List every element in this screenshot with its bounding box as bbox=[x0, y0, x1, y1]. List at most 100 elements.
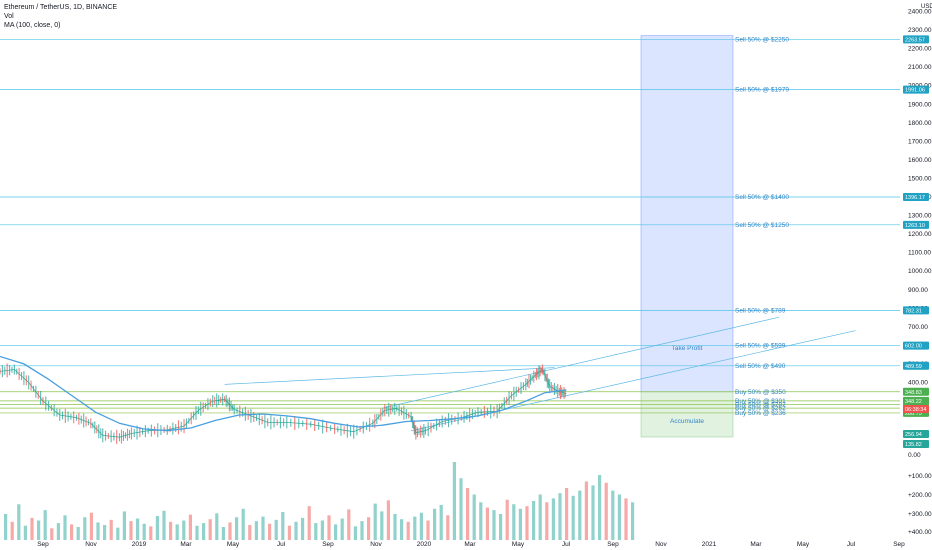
volume-bar bbox=[155, 515, 159, 540]
volume-bar bbox=[228, 522, 232, 540]
time-tick-label: Sep bbox=[893, 541, 905, 548]
volume-bar bbox=[103, 525, 107, 540]
zone-accumulate bbox=[640, 391, 734, 438]
symbol-title[interactable]: Ethereum / TetherUS, 1D, BINANCE bbox=[4, 4, 118, 11]
volume-bar bbox=[466, 488, 470, 540]
volume-bar bbox=[215, 513, 219, 540]
volume-bar bbox=[353, 526, 357, 540]
volume-bar bbox=[314, 523, 318, 540]
volume-bar bbox=[175, 524, 179, 540]
moving-average-label[interactable]: MA (100, close, 0) bbox=[4, 22, 61, 29]
level-badge-bg bbox=[903, 387, 929, 396]
price-tick-label: 1600.00 bbox=[908, 157, 932, 164]
level-label: Sell 50% @ $490 bbox=[735, 363, 786, 370]
volume-bar bbox=[149, 526, 153, 540]
volume-bar bbox=[109, 519, 113, 540]
time-tick-label: Mar bbox=[750, 541, 762, 548]
volume-bar bbox=[320, 520, 324, 540]
time-tick-label: May bbox=[512, 541, 525, 548]
volume-bar bbox=[76, 527, 80, 540]
time-tick-label: Sep bbox=[37, 541, 49, 548]
volume-bar bbox=[10, 521, 14, 540]
volume-bar bbox=[452, 462, 456, 540]
volume-bar bbox=[281, 512, 285, 540]
zone-label-accumulate: Accumulate bbox=[670, 418, 704, 425]
level-badge-bg bbox=[903, 220, 929, 229]
volume-bar bbox=[459, 478, 463, 540]
volume-bar bbox=[30, 517, 34, 540]
volume-bar bbox=[327, 515, 331, 540]
volume-bar bbox=[485, 507, 489, 540]
price-tick-label: 1200.00 bbox=[908, 231, 932, 238]
volume-bar bbox=[202, 523, 206, 540]
volume-bar bbox=[347, 509, 351, 540]
level-badge: 1396.17 bbox=[905, 195, 925, 201]
time-tick-label: 2021 bbox=[702, 541, 717, 548]
volume-bar bbox=[235, 517, 239, 540]
volume-bar bbox=[254, 521, 258, 540]
price-tick-label: 2100.00 bbox=[908, 64, 932, 71]
volume-bar bbox=[142, 523, 146, 540]
level-badge: 1263.10 bbox=[905, 223, 925, 229]
volume-bar bbox=[604, 482, 608, 540]
time-tick-label: 2020 bbox=[417, 541, 432, 548]
level-badge: 348.22 bbox=[905, 399, 922, 405]
level-badge-bg bbox=[903, 396, 929, 405]
price-badge-bg bbox=[903, 405, 929, 413]
price-tick-label: 700.00 bbox=[908, 324, 928, 331]
volume-bar bbox=[433, 508, 437, 540]
volume-bar bbox=[96, 522, 100, 540]
price-tick-label: 1900.00 bbox=[908, 101, 932, 108]
level-label: Sell 50% @ $789 bbox=[735, 307, 786, 314]
time-tick-label: Sep bbox=[322, 541, 334, 548]
volume-bar bbox=[122, 511, 126, 540]
volume-bar bbox=[551, 498, 555, 540]
level-badge: 2263.57 bbox=[905, 37, 925, 43]
volume-bar bbox=[373, 503, 377, 540]
volume-bar bbox=[43, 510, 47, 540]
volume-bar bbox=[129, 521, 133, 540]
volume-bar bbox=[261, 516, 265, 540]
volume-bar bbox=[426, 520, 430, 540]
chart-legend: Ethereum / TetherUS, 1D, BINANCE Vol MA … bbox=[4, 3, 117, 30]
volume-bar bbox=[360, 521, 364, 540]
volume-bar bbox=[182, 520, 186, 540]
price-tick-label: 400.00 bbox=[908, 380, 928, 387]
volume-bar bbox=[617, 494, 621, 540]
price-badge-bg bbox=[903, 430, 929, 438]
volume-bar bbox=[558, 493, 562, 540]
price-tick-label: 2400.00 bbox=[908, 9, 932, 16]
volume-bar bbox=[340, 518, 344, 540]
volume-bar bbox=[584, 481, 588, 540]
volume-bar bbox=[446, 515, 450, 540]
price-badge: 135.82 bbox=[905, 442, 922, 448]
currency-label: USDT bbox=[921, 4, 932, 10]
volume-indicator-label[interactable]: Vol bbox=[4, 13, 14, 20]
level-label: Buy 50% @ $301 bbox=[735, 398, 786, 405]
volume-bar bbox=[472, 494, 476, 540]
volume-tick-label: +400.00 bbox=[908, 529, 932, 536]
level-badge-bg bbox=[903, 341, 929, 350]
volume-bar bbox=[307, 506, 311, 540]
price-badge-bg bbox=[903, 440, 929, 448]
volume-bar bbox=[195, 525, 199, 540]
volume-bar bbox=[545, 502, 549, 540]
volume-tick-label: +100.00 bbox=[908, 473, 932, 480]
trendline bbox=[382, 316, 780, 409]
moving-average-line bbox=[0, 355, 567, 432]
volume-bar bbox=[17, 504, 21, 540]
volume-bar bbox=[518, 508, 522, 540]
level-badge-bg bbox=[903, 35, 929, 44]
volume-bar bbox=[400, 519, 404, 540]
volume-bar bbox=[4, 514, 8, 540]
price-tick-label: 900.00 bbox=[908, 287, 928, 294]
volume-bar bbox=[188, 514, 192, 540]
volume-bar bbox=[70, 524, 74, 540]
price-tick-label: 1300.00 bbox=[908, 213, 932, 220]
level-label: Buy 50% @ $350 bbox=[735, 389, 786, 396]
volume-tick-label: +200.00 bbox=[908, 492, 932, 499]
level-label: Buy 50% @ $282 bbox=[735, 401, 786, 408]
volume-tick-label: +300.00 bbox=[908, 511, 932, 518]
volume-bar bbox=[565, 488, 569, 540]
